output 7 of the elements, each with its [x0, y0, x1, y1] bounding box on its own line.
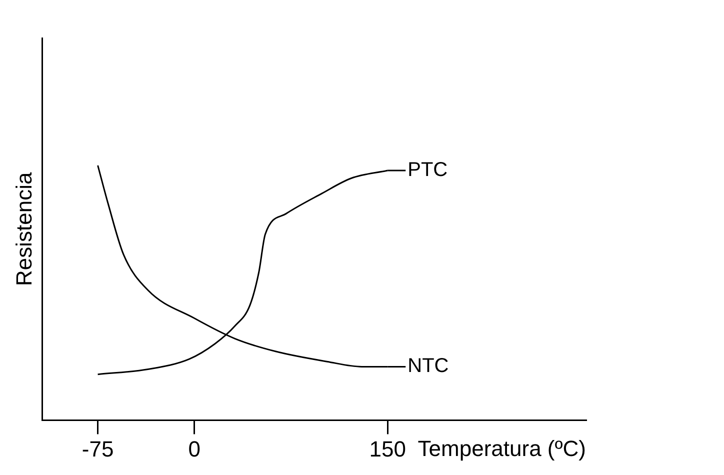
x-axis-title: Temperatura (ºC) [418, 436, 586, 461]
legend-label: NTC [408, 355, 449, 378]
x-tick-label: 0 [188, 436, 201, 462]
y-axis-title: Resistencia [11, 171, 36, 286]
legend-label: PTC [408, 159, 448, 182]
x-tick-label: 150 [369, 436, 406, 462]
x-tick-label: -75 [82, 436, 114, 462]
